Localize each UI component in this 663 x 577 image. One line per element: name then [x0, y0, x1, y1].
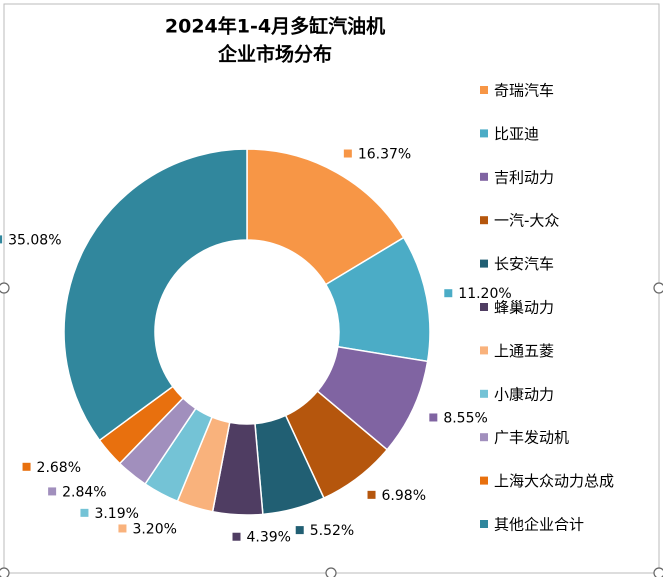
frame-handles — [0, 282, 663, 577]
label-marker — [80, 508, 89, 517]
donut-slice — [63, 148, 248, 442]
label-marker — [367, 490, 376, 499]
legend-swatch — [480, 433, 488, 442]
label-marker — [22, 462, 31, 471]
label-marker — [232, 532, 241, 541]
legend-swatch — [480, 129, 488, 138]
data-label: 11.20% — [458, 286, 511, 302]
legend-swatch — [480, 346, 488, 355]
legend-swatch — [480, 303, 488, 311]
data-label: 3.19% — [94, 506, 138, 522]
data-label: 5.52% — [310, 523, 354, 539]
label-marker — [429, 413, 438, 422]
data-label: 3.20% — [132, 521, 176, 537]
label-marker — [343, 149, 352, 158]
data-label: 6.98% — [382, 488, 426, 504]
legend-swatch — [480, 520, 488, 528]
legend-swatch — [480, 86, 488, 94]
data-label: 4.39% — [247, 530, 291, 546]
label-marker — [118, 524, 127, 533]
label-marker — [444, 289, 453, 298]
data-label: 35.08% — [8, 232, 61, 248]
legend-label: 奇瑞汽车 — [494, 82, 554, 100]
legend-label: 一汽-大众 — [494, 212, 559, 230]
data-label: 2.68% — [37, 460, 81, 476]
legend-label: 上通五菱 — [494, 342, 554, 360]
data-label: 8.55% — [443, 410, 487, 426]
label-marker — [48, 487, 57, 496]
legend-label: 广丰发动机 — [494, 429, 569, 447]
legend-swatch — [480, 259, 488, 268]
data-label: 2.84% — [62, 484, 106, 500]
data-label: 16.37% — [358, 147, 411, 163]
legend-label: 长安汽车 — [494, 255, 554, 273]
legend-label: 蜂巢动力 — [494, 299, 554, 317]
legend-label: 其他企业合计 — [494, 516, 584, 534]
legend-swatch — [480, 172, 488, 181]
label-marker — [295, 526, 304, 535]
legend-swatch — [480, 216, 488, 225]
chart-title: 2024年1-4月多缸汽油机 — [165, 15, 385, 38]
legend-label: 比亚迪 — [494, 125, 539, 143]
label-marker — [0, 235, 3, 244]
legend-label: 小康动力 — [494, 385, 554, 403]
legend-swatch — [480, 389, 488, 398]
legend-label: 吉利动力 — [494, 168, 554, 186]
donut-slice — [246, 148, 405, 286]
legend-label: 上海大众动力总成 — [494, 472, 614, 490]
legend-swatch — [480, 476, 488, 485]
chart-subtitle: 企业市场分布 — [217, 43, 332, 66]
